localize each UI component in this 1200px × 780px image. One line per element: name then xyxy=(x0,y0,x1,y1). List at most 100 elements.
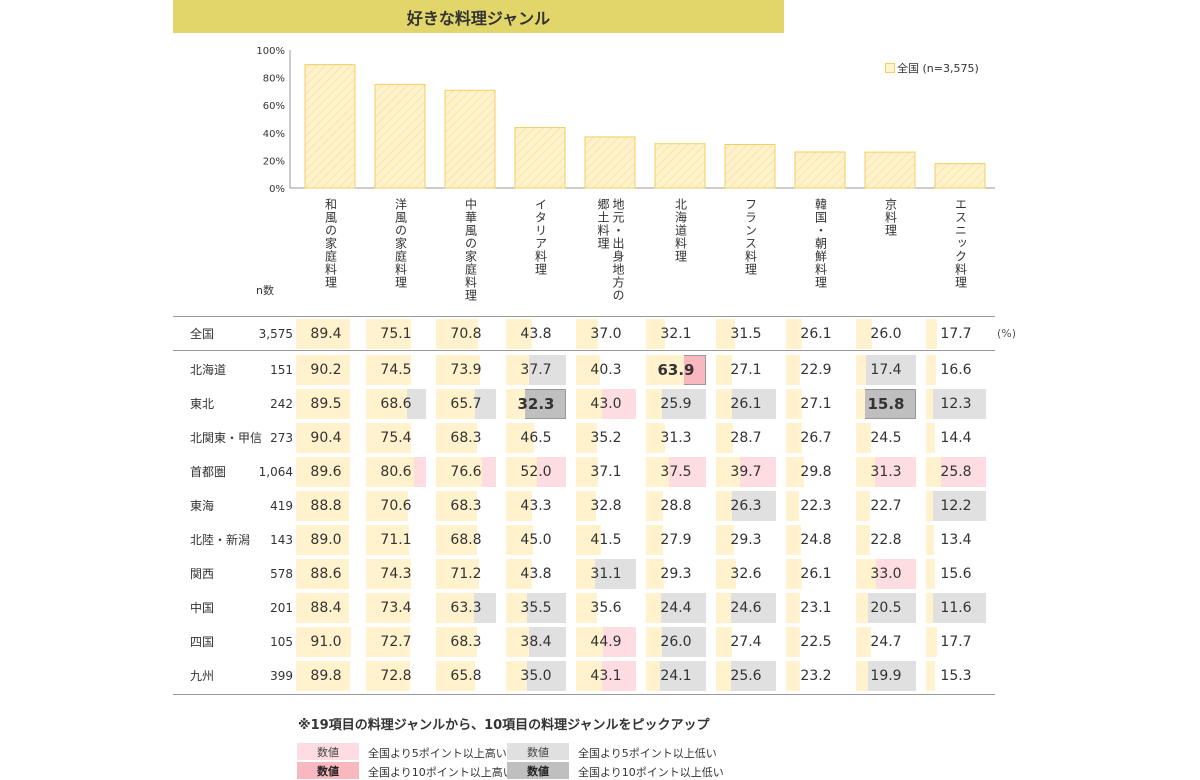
value-cell: 75.4 xyxy=(366,423,426,453)
region-label-line: 東北 xyxy=(190,396,215,411)
cell-value: 26.7 xyxy=(800,430,832,446)
legend-swatch-high10: 数値 xyxy=(297,762,359,779)
value-cell: 25.9 xyxy=(646,389,706,419)
value-cell: 43.0 xyxy=(576,389,636,419)
cell-value: 29.3 xyxy=(730,532,762,548)
legend-series-label: 全国 (n=3,575) xyxy=(897,62,979,75)
value-cell: 22.8 xyxy=(856,525,916,555)
cell-value: 43.8 xyxy=(520,326,552,342)
value-cell: 24.4 xyxy=(646,593,706,623)
cell-value-bar xyxy=(856,319,872,349)
x-tick-label: 北海道料理 xyxy=(673,198,688,263)
legend-text: 全国より5ポイント以上低い xyxy=(578,747,717,760)
bar xyxy=(864,151,916,189)
value-cell: 29.3 xyxy=(716,525,776,555)
region-label-line: 九州 xyxy=(190,668,215,683)
bar xyxy=(304,64,356,189)
chart-title: 好きな料理ジャンル xyxy=(173,0,784,33)
cell-value: 43.1 xyxy=(590,668,622,684)
cell-value: 15.8 xyxy=(867,395,905,413)
cell-value-bar xyxy=(646,389,662,419)
value-cell: 76.6 xyxy=(436,457,496,487)
cell-value-bar xyxy=(366,389,408,419)
x-tick-label-line: エスニック料理 xyxy=(953,198,968,289)
value-cell: 15.3 xyxy=(926,661,986,691)
n-count: 1,064 xyxy=(258,465,293,479)
cell-value-bar xyxy=(926,457,942,487)
cell-value-bar xyxy=(576,559,595,589)
cell-background xyxy=(926,661,986,691)
y-tick-label: 0% xyxy=(269,184,285,195)
cell-value-bar xyxy=(786,559,802,589)
y-tick-label: 60% xyxy=(263,101,285,112)
value-cell: 13.4 xyxy=(926,525,986,555)
table-row: 北陸・ 新潟 143 89.0 71.1 68.8 45.0 41.5 27.9 29.3 24.8… xyxy=(173,523,1003,557)
cell-value: 32.8 xyxy=(590,498,622,514)
cell-value-bar xyxy=(296,627,351,657)
cell-value: 74.5 xyxy=(380,362,412,378)
table-row: 東北 242 89.5 68.6 65.7 32.3 43.0 25.9 26.1 27.1 15.… xyxy=(173,387,1003,421)
value-cell: 22.7 xyxy=(856,491,916,521)
table-row: 北海道 151 90.2 74.5 73.9 37.7 40.3 63.9 27.1 22.9 17… xyxy=(173,353,1003,387)
cell-value-bar xyxy=(436,355,481,385)
cell-value: 32.6 xyxy=(730,566,762,582)
cell-value-bar xyxy=(296,355,351,385)
n-count: 3,575 xyxy=(258,327,293,341)
value-cell: 25.6 xyxy=(716,661,776,691)
x-tick-label-line: 和風の家庭料理 xyxy=(323,198,338,289)
x-tick-label-line: 京料理 xyxy=(883,198,898,237)
cell-value-bar xyxy=(786,593,800,623)
cell-value-bar xyxy=(366,423,412,453)
cell-value-bar xyxy=(576,491,596,521)
cell-value-bar xyxy=(646,627,662,657)
cell-value: 68.3 xyxy=(450,634,482,650)
region-label: 関西 xyxy=(190,557,214,591)
value-cell: 33.0 xyxy=(856,559,916,589)
cell-value: 31.3 xyxy=(870,464,902,480)
cell-value: 23.2 xyxy=(800,668,832,684)
bar xyxy=(934,163,986,189)
cell-value: 15.6 xyxy=(940,566,972,582)
x-tick-label-line: 北海道料理 xyxy=(673,198,688,263)
n-count: 242 xyxy=(270,397,293,411)
region-label: 中国 xyxy=(190,591,214,625)
cell-value: 26.3 xyxy=(730,498,762,514)
legend-text: 全国より10ポイント以上高い xyxy=(368,766,514,779)
value-cell: 29.3 xyxy=(646,559,706,589)
x-tick-label-line: 郷土料理 xyxy=(596,198,610,250)
value-cell: 24.7 xyxy=(856,627,916,657)
cell-value: 71.2 xyxy=(450,566,482,582)
bar xyxy=(584,136,636,189)
cell-value: 26.0 xyxy=(660,634,692,650)
table-divider xyxy=(173,694,995,695)
cell-value: 31.1 xyxy=(590,566,622,582)
value-cell: 23.1 xyxy=(786,593,846,623)
table-row: 北関東・ 甲信 273 90.4 75.4 68.3 46.5 35.2 31.3 28.7 26.… xyxy=(173,421,1003,455)
value-cell: 68.3 xyxy=(436,627,496,657)
cell-value-bar xyxy=(506,355,529,385)
region-label: 首都圏 xyxy=(190,455,226,489)
cell-value: 12.2 xyxy=(940,498,972,514)
value-cell: 37.0 xyxy=(576,319,636,349)
cell-value-bar xyxy=(296,661,350,691)
cell-value-bar xyxy=(926,491,934,521)
cell-value: 68.3 xyxy=(450,498,482,514)
value-cell: 26.3 xyxy=(716,491,776,521)
cell-value: 28.8 xyxy=(660,498,692,514)
cell-value-bar xyxy=(786,319,802,349)
cell-value: 35.5 xyxy=(520,600,552,616)
value-cell: 43.8 xyxy=(506,319,566,349)
n-count: 399 xyxy=(270,669,293,683)
cell-value-bar xyxy=(926,627,937,657)
cell-value-bar xyxy=(296,389,350,419)
value-cell: 26.0 xyxy=(856,319,916,349)
region-label-line: 北海道 xyxy=(190,362,227,377)
table-row-national: 全国 3,575 89.4 75.1 70.8 43.8 37.0 32.1 31.5 26.1 2… xyxy=(173,317,1003,351)
cell-value: 32.3 xyxy=(517,395,555,413)
cell-value-bar xyxy=(576,525,601,555)
bar xyxy=(654,143,706,189)
value-cell: 35.2 xyxy=(576,423,636,453)
cell-background xyxy=(926,389,986,419)
value-cell: 38.4 xyxy=(506,627,566,657)
value-cell: 74.3 xyxy=(366,559,426,589)
